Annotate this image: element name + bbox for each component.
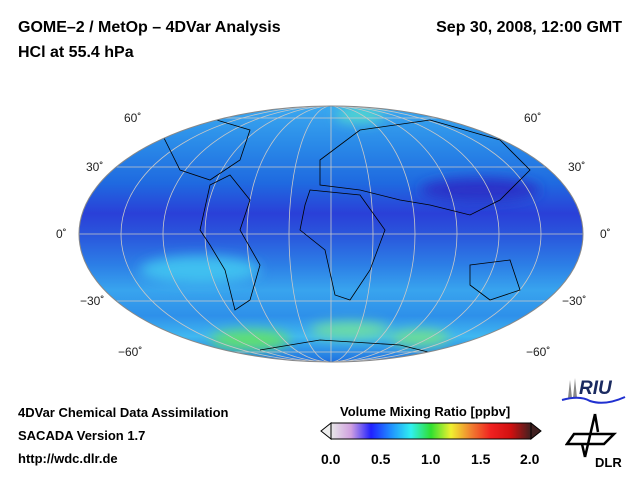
lat-label-0-left: 0˚	[56, 227, 67, 241]
colorbar-tick: 2.0	[520, 451, 540, 467]
lat-label-30s-right: −30˚	[562, 294, 587, 308]
lat-label-60s-right: −60˚	[526, 345, 551, 359]
colorbar-tick: 1.0	[421, 451, 441, 467]
svg-text:RIU: RIU	[579, 378, 613, 399]
svg-text:DLR: DLR	[595, 455, 622, 470]
colorbar-over-arrow	[530, 421, 542, 441]
lat-label-30n-left: 30˚	[86, 160, 104, 174]
colorbar-tick: 0.5	[371, 451, 391, 467]
lat-label-60s-left: −60˚	[118, 345, 143, 359]
lat-label-0-right: 0˚	[600, 227, 611, 241]
title-line2: HCl at 55.4 hPa	[18, 44, 134, 61]
dlr-logo: DLR	[565, 413, 622, 470]
lat-label-60n-left: 60˚	[124, 111, 142, 125]
colorbar-tick: 0.0	[321, 451, 341, 467]
lat-label-30s-left: −30˚	[80, 294, 105, 308]
lat-label-30n-right: 30˚	[568, 160, 586, 174]
colorbar-under-arrow	[320, 421, 332, 441]
colorbar	[320, 421, 542, 441]
footer-line3[interactable]: http://wdc.dlr.de	[18, 451, 118, 466]
lat-label-60n-right: 60˚	[524, 111, 542, 125]
colorbar-tick: 1.5	[471, 451, 491, 467]
title-line1: GOME–2 / MetOp – 4DVar Analysis	[18, 19, 281, 36]
footer-line2: SACADA Version 1.7	[18, 428, 146, 443]
riu-logo: RIU	[561, 378, 626, 404]
colorbar-title: Volume Mixing Ratio [ppbv]	[340, 404, 511, 419]
footer-line1: 4DVar Chemical Data Assimilation	[18, 405, 229, 420]
datetime: Sep 30, 2008, 12:00 GMT	[436, 19, 622, 36]
colorbar-gradient	[330, 422, 532, 440]
